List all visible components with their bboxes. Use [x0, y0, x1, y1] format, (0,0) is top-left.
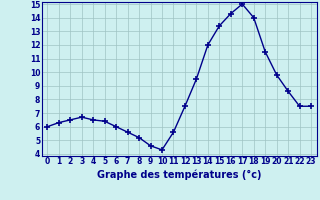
X-axis label: Graphe des températures (°c): Graphe des températures (°c) — [97, 169, 261, 180]
